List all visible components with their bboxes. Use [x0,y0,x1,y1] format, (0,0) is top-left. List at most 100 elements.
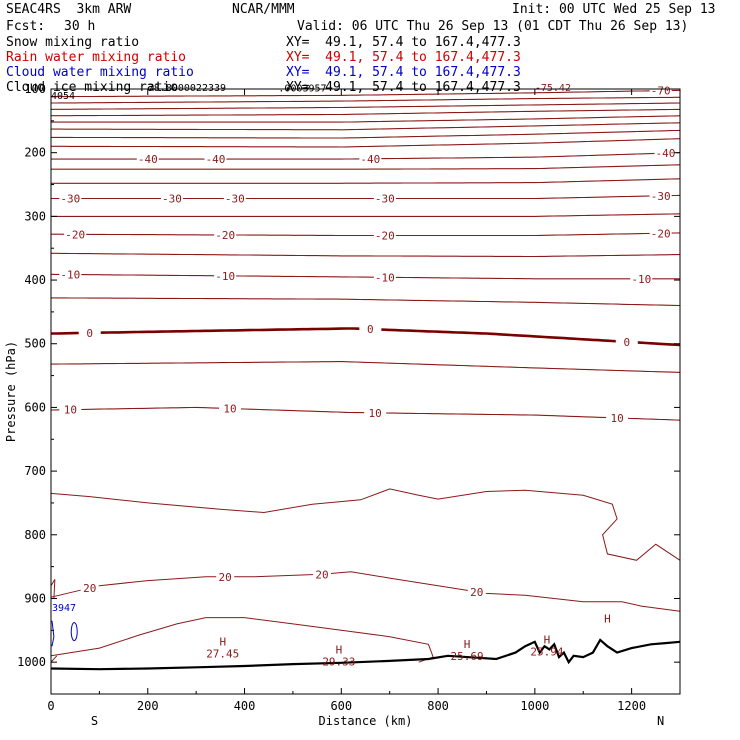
terrain-layer [50,638,681,671]
cloud-water-label: 3947 [52,603,76,614]
isotherm-line [50,102,681,110]
valid-time: Valid: 06 UTC Thu 26 Sep 13 (01 CDT Thu … [297,19,689,34]
x-axis-label: Distance (km) [319,714,413,728]
isotherm-line [51,108,680,117]
south-label: S [91,714,98,728]
contour-label-bg [214,269,237,282]
contour-label: 10 [223,403,236,416]
contour-label-bg [373,271,396,284]
top-annotation: 78.8000022339 [148,83,226,94]
isotherm-line [51,115,681,123]
isotherm-line [51,122,681,131]
contour-label: -20 [65,228,85,241]
contour-label: -30 [375,193,395,206]
y-tick-label: 1000 [17,655,46,669]
contour-label: 20 [315,568,328,581]
contour-label-bg [649,227,672,240]
contour-label: -40 [138,153,158,166]
contour-label: -10 [215,270,235,283]
isotherm-line [51,178,681,184]
contour-label-bg [59,268,82,281]
cloud-water-contour [51,620,55,647]
isotherm-stub [50,655,58,663]
contour-label: -30 [651,190,671,203]
y-tick-label: 800 [24,528,46,542]
isotherm-line [51,96,680,104]
y-tick-label: 400 [24,273,46,287]
field-xy-cloud-ice: XY= 49.1, 57.4 to 167.4,477.3 [286,80,521,95]
x-tick-label: 800 [427,699,449,713]
high-marker: H [336,643,343,656]
isotherm-line-lower [50,571,681,612]
contour-label-bg [364,406,387,419]
contour-label-bg [606,411,629,424]
contour-label-bg [467,585,486,598]
contour-label: 10 [64,404,77,417]
forecast-label: Fcst: [6,19,46,34]
contour-label-bg [216,570,235,583]
isotherm-line [51,361,681,373]
isotherm-line-lower [50,617,434,663]
field-name-snow: Snow mixing ratio [6,35,140,50]
y-tick-label: 100 [24,82,46,96]
high-value: 25.69 [451,650,484,663]
high-value: 27.45 [206,648,239,661]
contour-label-bg [359,323,382,336]
contour-label: -10 [375,271,395,284]
contour-label: -20 [375,229,395,242]
contour-label-bg [615,335,638,348]
field-xy-rain: XY= 49.1, 57.4 to 167.4,477.3 [286,50,521,65]
field-name-rain: Rain water mixing ratio [6,50,187,65]
north-label: N [657,714,664,728]
x-tick-label: 1200 [617,699,646,713]
isotherm-line [51,89,681,98]
high-marker: H [219,636,226,649]
isotherm-line [51,138,681,148]
contour-label: -30 [225,193,245,206]
contour-label: -30 [162,193,182,206]
contour-label-bg [654,147,677,160]
contour-label: -70 [651,85,671,98]
contour-label-bg [59,192,82,205]
contour-label: -20 [651,227,671,240]
isotherm-line [51,297,681,307]
field-name-cloud-ice: Cloud ice mixing ratio [6,80,179,95]
high-marker: H [464,638,471,651]
org-title: NCAR/MMM [232,2,295,17]
isotherm-line [51,213,681,217]
isotherm-layer [50,89,681,663]
contour-label: 0 [86,327,93,340]
init-time: Init: 00 UTC Wed 25 Sep 13 [512,2,716,17]
contour-label-bg [649,84,672,97]
x-tick-label: 400 [234,699,256,713]
high-marker: H [604,613,611,626]
contour-label-bg [59,403,82,416]
contour-label-bg [64,228,87,241]
isotherm-line [51,194,681,200]
contour-label: 10 [369,407,382,420]
top-annotation: 4054 [51,91,75,102]
contour-label-bg [312,568,331,581]
y-tick-label: 500 [24,337,46,351]
field-xy-snow: XY= 49.1, 57.4 to 167.4,477.3 [286,35,521,50]
contour-label: -10 [60,268,80,281]
contour-label-bg [649,189,672,202]
contour-label-bg [78,326,101,339]
contour-label: -20 [215,229,235,242]
x-tick-label: 0 [47,699,54,713]
contour-label-bg [136,153,159,166]
plot-frame [50,88,681,695]
contour-label-bg [373,192,396,205]
isotherm-line-lower [50,488,681,561]
contour-label: -40 [206,153,226,166]
contour-label: 0 [623,336,630,349]
isotherm-line [51,164,681,170]
contour-label-bg [630,272,653,285]
contour-label: -10 [631,273,651,286]
isotherm-line [50,273,680,280]
contour-label: 20 [83,582,96,595]
x-tick-label: 600 [330,699,352,713]
y-tick-label: 900 [24,591,46,605]
y-axis-label: Pressure (hPa) [4,341,18,442]
